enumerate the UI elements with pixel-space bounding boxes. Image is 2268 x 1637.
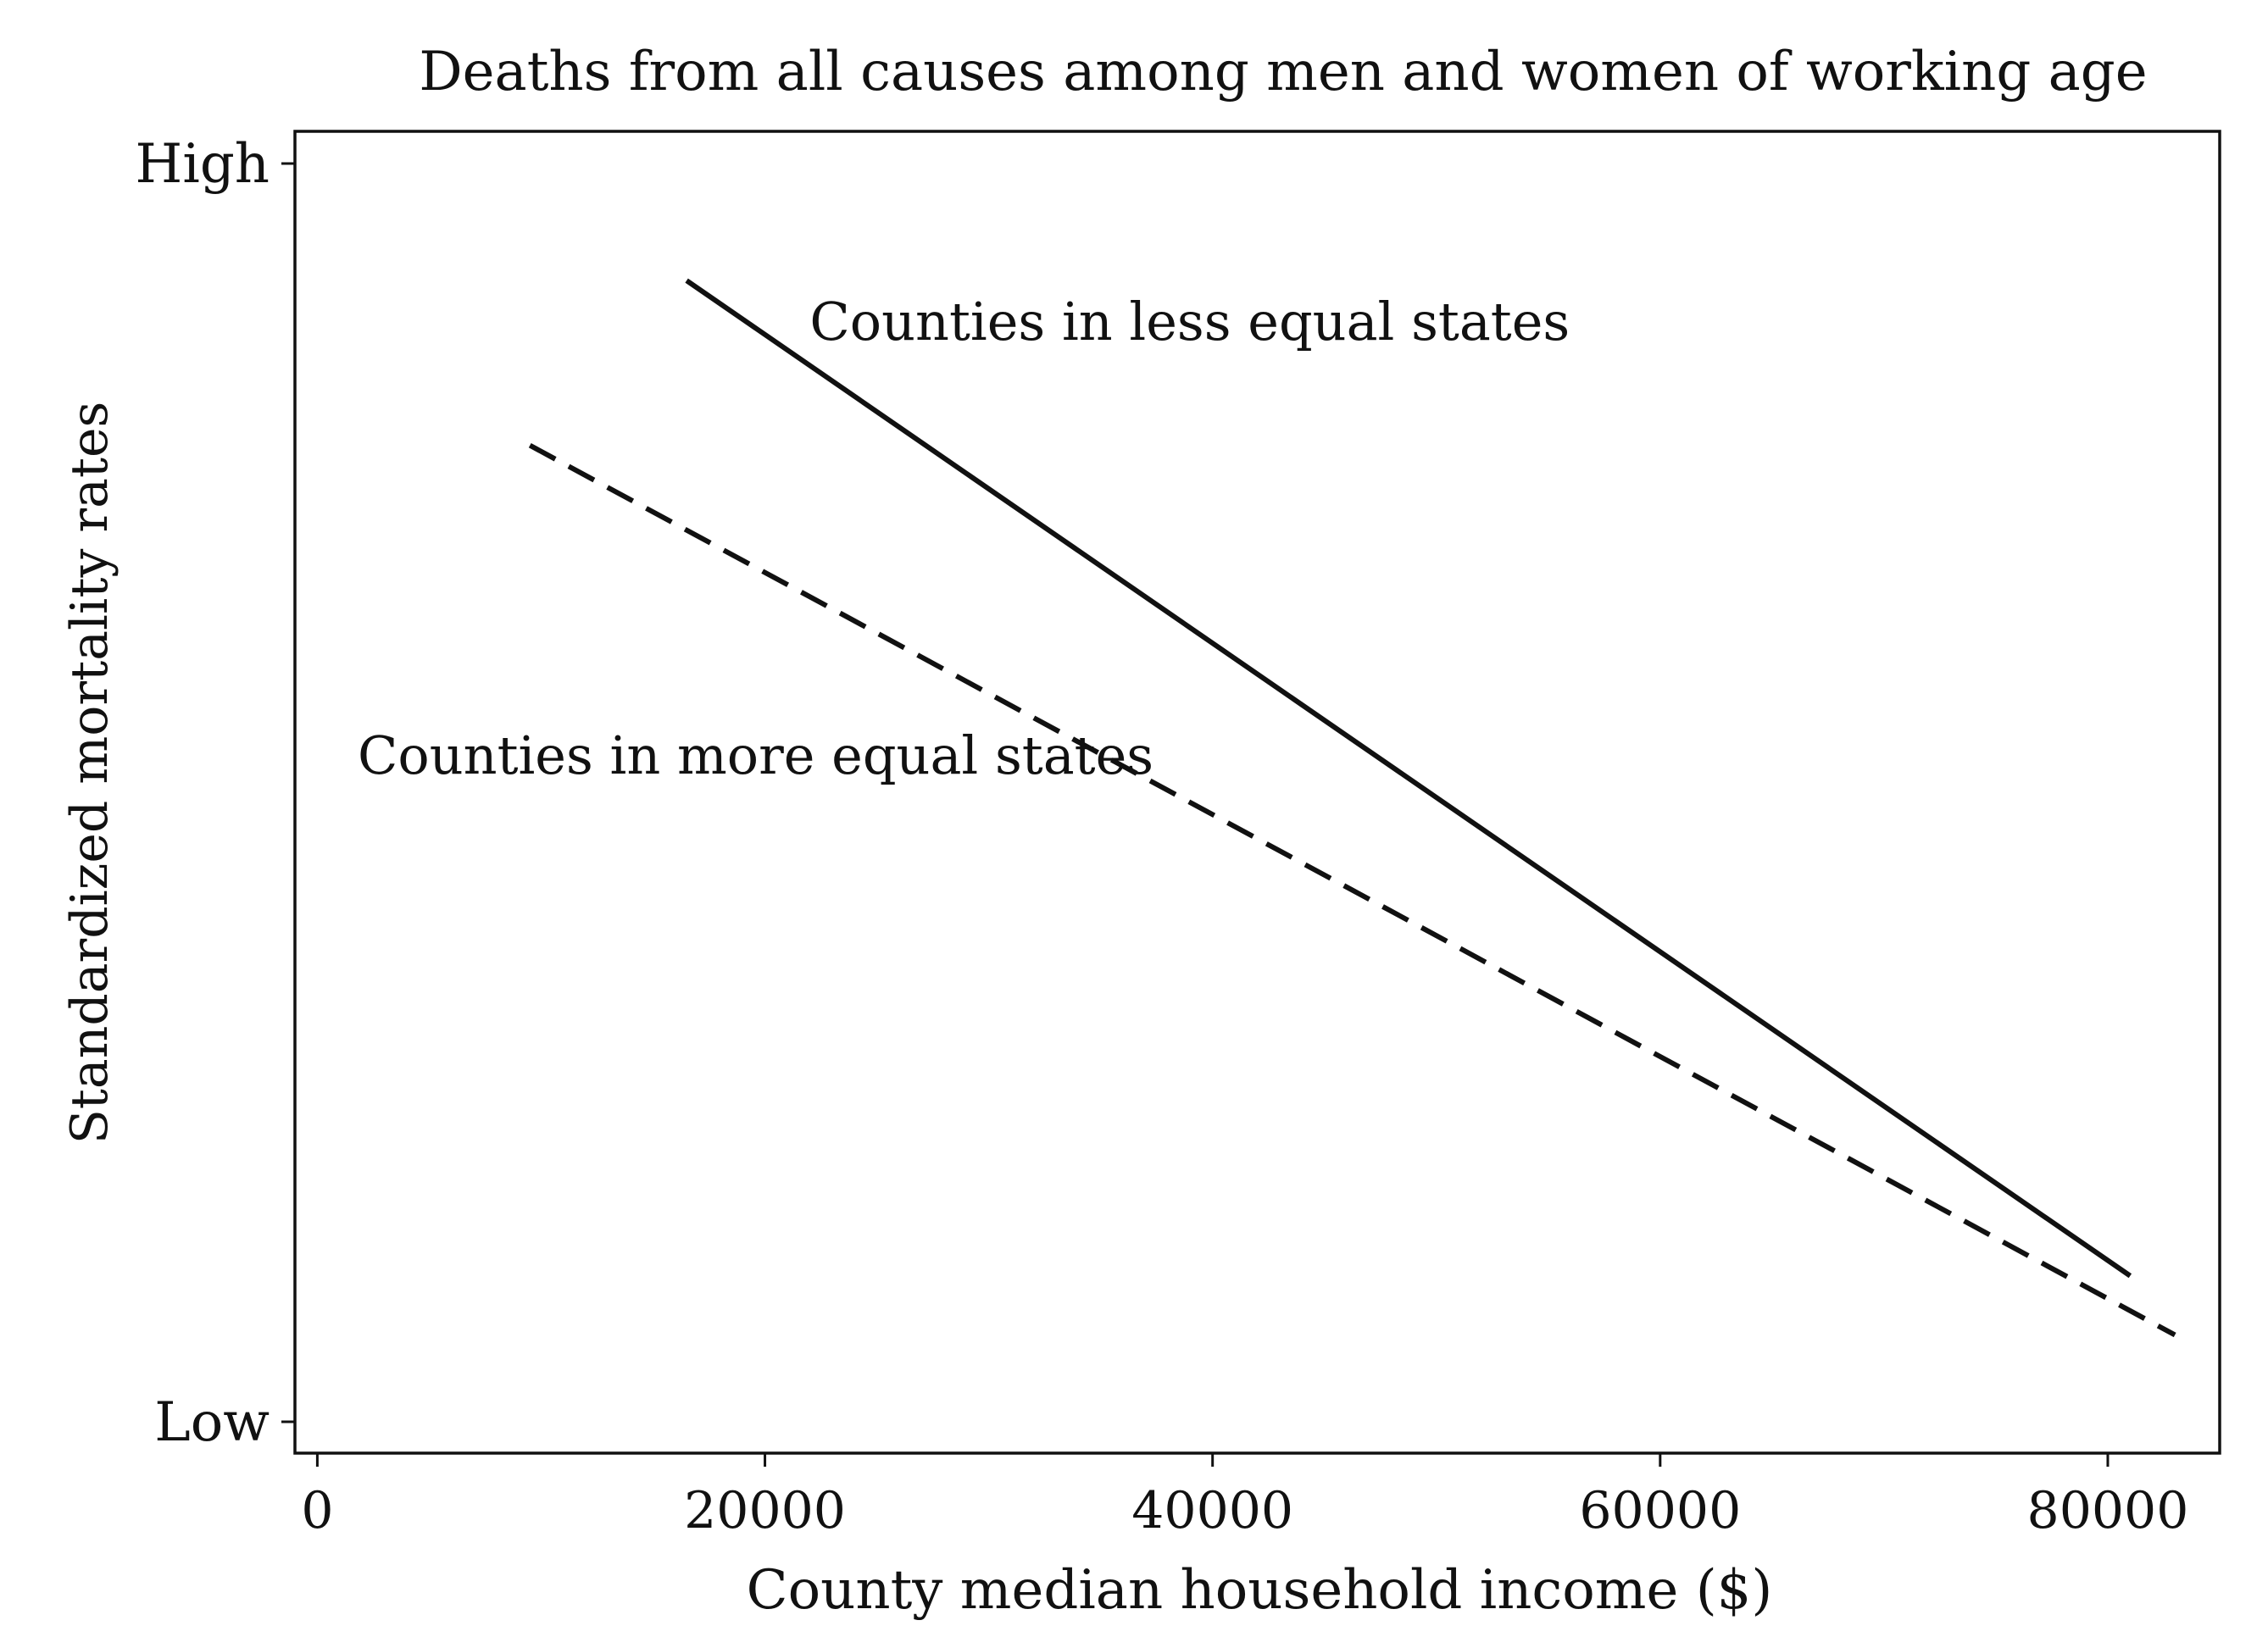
y-tick-label: High — [136, 133, 270, 196]
x-tick-label: 80000 — [2027, 1481, 2189, 1540]
plot-frame — [293, 130, 2221, 1455]
x-tick-label: 0 — [301, 1481, 333, 1540]
chart-title: Deaths from all causes among men and wom… — [419, 41, 2147, 103]
series-line-less-equal — [685, 278, 2132, 1279]
series-line-more-equal — [528, 443, 2176, 1338]
series-annotation: Counties in more equal states — [358, 724, 1153, 786]
x-tick-label: 60000 — [1579, 1481, 1741, 1540]
y-axis-label: Standardized mortality rates — [60, 402, 120, 1145]
x-axis: 0 20000 40000 60000 80000 — [301, 1453, 2188, 1540]
y-tick-label: Low — [154, 1391, 270, 1454]
series-layer — [528, 278, 2176, 1338]
series-annotation: Counties in less equal states — [809, 291, 1570, 352]
x-tick-label: 20000 — [684, 1481, 846, 1540]
x-tick-label: 40000 — [1131, 1481, 1293, 1540]
y-axis: Low High — [136, 133, 295, 1454]
x-axis-label: County median household income ($) — [747, 1559, 1773, 1622]
annotation-layer: Counties in less equal states Counties in… — [358, 291, 1570, 786]
